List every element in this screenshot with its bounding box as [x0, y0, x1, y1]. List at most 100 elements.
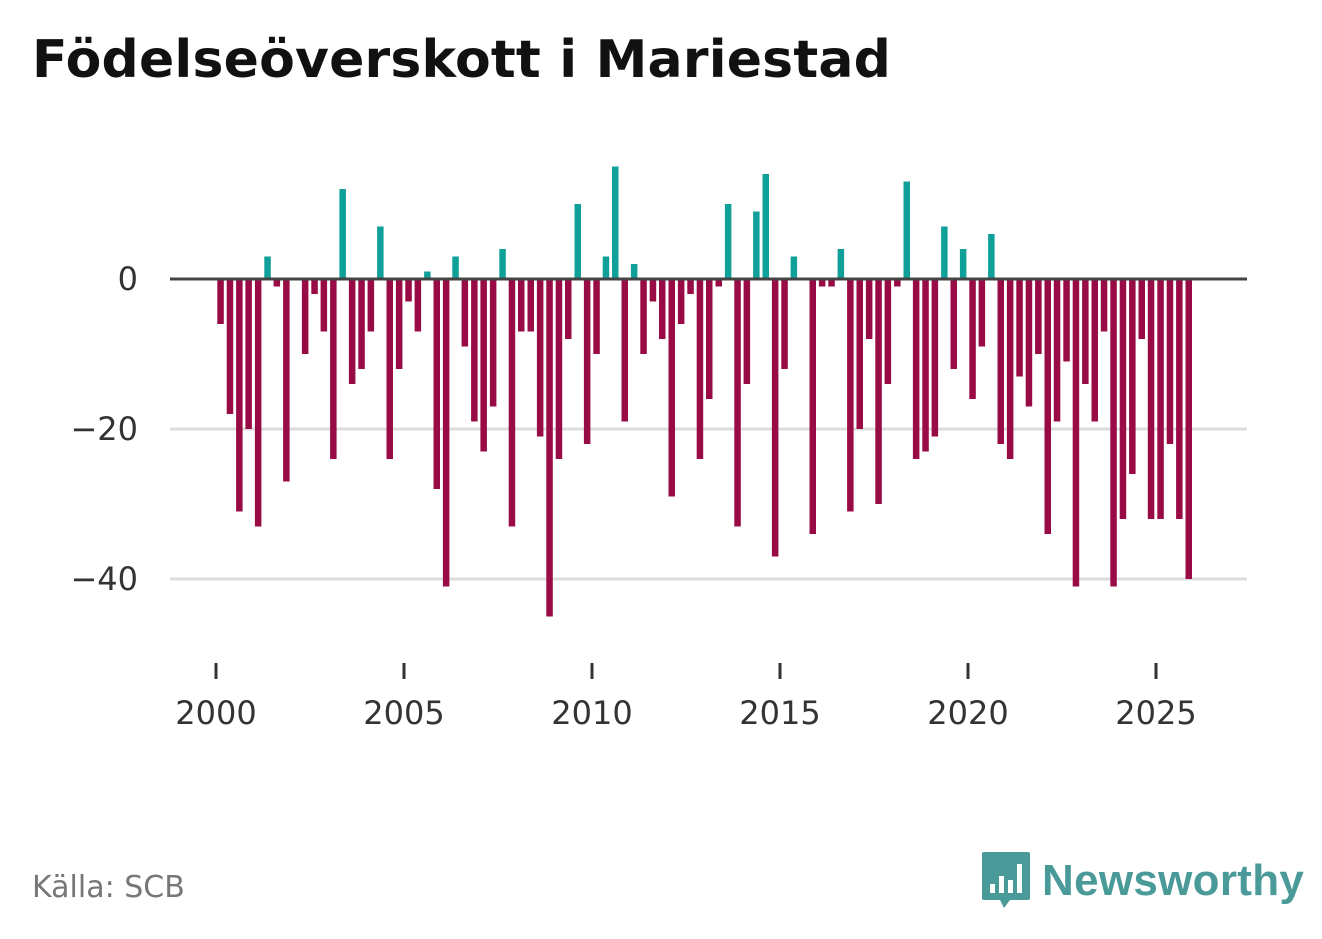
bar [574, 204, 581, 279]
bar [621, 279, 628, 422]
x-tick-label: 2000 [175, 694, 256, 732]
source-note: Källa: SCB [32, 870, 185, 905]
bar [442, 279, 450, 587]
bar [818, 279, 826, 287]
y-tick-label: −20 [70, 410, 138, 448]
bar [433, 279, 440, 489]
bar [790, 256, 798, 279]
bar [367, 279, 375, 332]
bar [452, 256, 459, 279]
x-tick-label: 2010 [551, 694, 632, 732]
bar [283, 279, 290, 482]
bar [856, 279, 863, 429]
bar [875, 279, 882, 504]
bar [339, 189, 346, 279]
x-tick-label: 2015 [739, 694, 820, 732]
bar [659, 279, 666, 339]
x-tick-label: 2005 [363, 694, 444, 732]
bar [555, 279, 563, 459]
bar [1100, 279, 1108, 332]
bar [1044, 279, 1051, 534]
bar [264, 256, 271, 279]
bar [649, 279, 657, 302]
bar [828, 279, 835, 287]
bar [950, 279, 957, 369]
bar [471, 279, 478, 422]
bar [499, 249, 506, 279]
bar [217, 279, 224, 324]
bar [330, 279, 337, 459]
bar [583, 279, 591, 444]
bar [1091, 279, 1098, 422]
bar [311, 279, 318, 294]
bar [320, 279, 328, 332]
bar [969, 279, 976, 399]
bar [395, 279, 403, 369]
bar [668, 279, 675, 497]
bar [762, 174, 769, 279]
bar [612, 166, 619, 279]
brand-name: Newsworthy [1042, 856, 1305, 905]
bar [508, 279, 516, 527]
bar [715, 279, 722, 287]
bars [217, 166, 1192, 617]
bar [903, 181, 910, 279]
newsworthy-logo-icon [982, 852, 1030, 908]
bar [743, 279, 751, 384]
bar [527, 279, 534, 332]
brand-logo[interactable]: Newsworthy [980, 850, 1304, 912]
bar [461, 279, 469, 347]
bar [254, 279, 262, 527]
bar [405, 279, 412, 302]
bar [696, 279, 704, 459]
bar [1147, 279, 1155, 519]
bar [386, 279, 393, 459]
bar [226, 279, 234, 414]
y-axis: 0 −20 −40 [70, 260, 138, 598]
bar [424, 271, 431, 279]
bar [884, 279, 892, 384]
bar [922, 279, 929, 452]
bar [640, 279, 647, 354]
bar [414, 279, 422, 332]
bar [687, 279, 694, 294]
bar [301, 279, 309, 354]
bar [489, 279, 497, 407]
bar [1006, 279, 1014, 459]
bar [706, 279, 713, 399]
x-axis: 2000 2005 2010 2015 2020 2025 [175, 663, 1197, 732]
bar [1185, 279, 1192, 579]
bar [1082, 279, 1089, 384]
bar [837, 249, 845, 279]
bar [1119, 279, 1127, 519]
bar [771, 279, 779, 557]
bar [1016, 279, 1023, 377]
grid-lines [170, 427, 1247, 581]
bar [847, 279, 854, 512]
bar [1166, 279, 1174, 444]
bar [1157, 279, 1164, 519]
bar [565, 279, 572, 339]
bar [536, 279, 544, 437]
bar [1176, 279, 1183, 519]
bar [1053, 279, 1061, 422]
bar [931, 279, 939, 437]
bar [1025, 279, 1033, 407]
bar [988, 234, 995, 279]
bar [1072, 279, 1080, 587]
bar [546, 279, 553, 617]
bar [734, 279, 741, 527]
bar [602, 256, 610, 279]
bar [358, 279, 365, 369]
bar [1063, 279, 1070, 362]
bar [377, 226, 384, 279]
bar [865, 279, 873, 339]
bar [273, 279, 281, 287]
bar [593, 279, 600, 354]
bar [1035, 279, 1042, 354]
bar [894, 279, 901, 287]
chart-title: Födelseöverskott i Mariestad [32, 30, 892, 90]
bar [480, 279, 487, 452]
x-tick-label: 2020 [927, 694, 1008, 732]
bar [941, 226, 948, 279]
